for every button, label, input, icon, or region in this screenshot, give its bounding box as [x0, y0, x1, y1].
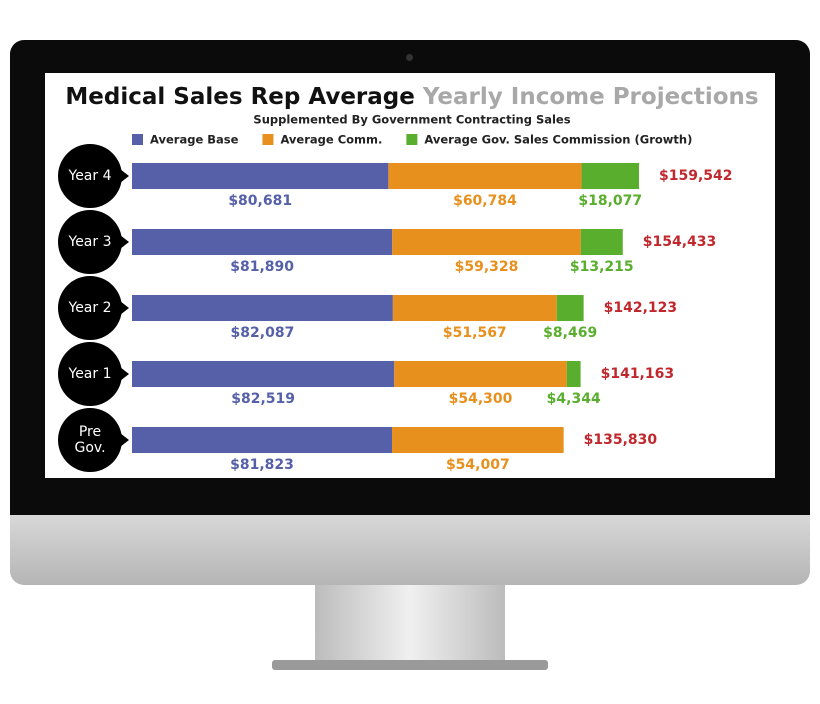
- value-label: $81,823: [230, 457, 294, 473]
- bar-segment: [556, 295, 584, 321]
- bar-segment: [132, 361, 395, 387]
- legend-swatch: [262, 134, 274, 145]
- category-bubble: [58, 342, 122, 406]
- category-label: Year 2: [68, 300, 112, 316]
- value-label: $82,519: [231, 391, 295, 407]
- bar-segment: [388, 163, 582, 189]
- category-bubble: [58, 408, 122, 472]
- value-label: $80,681: [228, 193, 292, 209]
- value-label: $82,087: [231, 325, 295, 341]
- value-label: $54,007: [446, 457, 510, 473]
- legend-label: Average Comm.: [280, 133, 382, 147]
- chart: Medical Sales Rep Average Yearly Income …: [58, 84, 759, 473]
- value-label: $81,890: [230, 259, 294, 275]
- value-label: $59,328: [455, 259, 519, 275]
- category-bubble: [58, 144, 122, 208]
- total-label: $135,830: [584, 432, 658, 448]
- category-label: Pre Gov.: [74, 424, 106, 456]
- bubble-pointer: [120, 235, 129, 249]
- category-bubble: [58, 210, 122, 274]
- value-label: $51,567: [443, 325, 507, 341]
- bar-segment: [566, 361, 581, 387]
- bar-segment: [581, 163, 639, 189]
- bar-segment: [392, 229, 581, 255]
- bubble-pointer: [120, 301, 129, 315]
- bar-segment: [392, 427, 564, 453]
- chart-title: Medical Sales Rep Average Yearly Income …: [65, 84, 758, 110]
- monitor-foot: [272, 660, 548, 670]
- screen: Medical Sales Rep Average Yearly Income …: [45, 73, 775, 478]
- title-part: Yearly Income Projections: [422, 84, 759, 110]
- bar-segment: [394, 361, 567, 387]
- bubble-pointer: [120, 367, 129, 381]
- legend-label: Average Base: [150, 133, 239, 147]
- category-label: Year 1: [68, 366, 112, 382]
- value-label: $4,344: [547, 391, 601, 407]
- bar-segment: [132, 427, 393, 453]
- total-label: $142,123: [604, 300, 678, 316]
- bubble-pointer: [120, 169, 129, 183]
- bar-segment: [132, 163, 389, 189]
- bar-segment: [580, 229, 623, 255]
- title-part: Medical Sales Rep Average: [65, 84, 414, 110]
- value-label: $18,077: [578, 193, 642, 209]
- category-label: Year 3: [68, 234, 112, 250]
- value-label: $54,300: [449, 391, 513, 407]
- bar-segment: [392, 295, 557, 321]
- bar-segment: [132, 295, 393, 321]
- bar-segment: [132, 229, 393, 255]
- total-label: $159,542: [659, 168, 733, 184]
- total-label: $141,163: [601, 366, 675, 382]
- legend-swatch: [132, 134, 143, 145]
- legend-swatch: [406, 134, 418, 145]
- monitor-chin: [10, 515, 810, 585]
- legend-label: Average Gov. Sales Commission (Growth): [424, 133, 692, 147]
- value-label: $8,469: [543, 325, 597, 341]
- value-label: $60,784: [453, 193, 517, 209]
- category-label: Year 4: [68, 168, 112, 184]
- category-bubble: [58, 276, 122, 340]
- total-label: $154,433: [643, 234, 717, 250]
- bubble-pointer: [120, 433, 129, 447]
- chart-subtitle: Supplemented By Government Contracting S…: [253, 113, 570, 127]
- monitor-stand: [315, 585, 505, 663]
- value-label: $13,215: [570, 259, 634, 275]
- camera: [406, 54, 413, 61]
